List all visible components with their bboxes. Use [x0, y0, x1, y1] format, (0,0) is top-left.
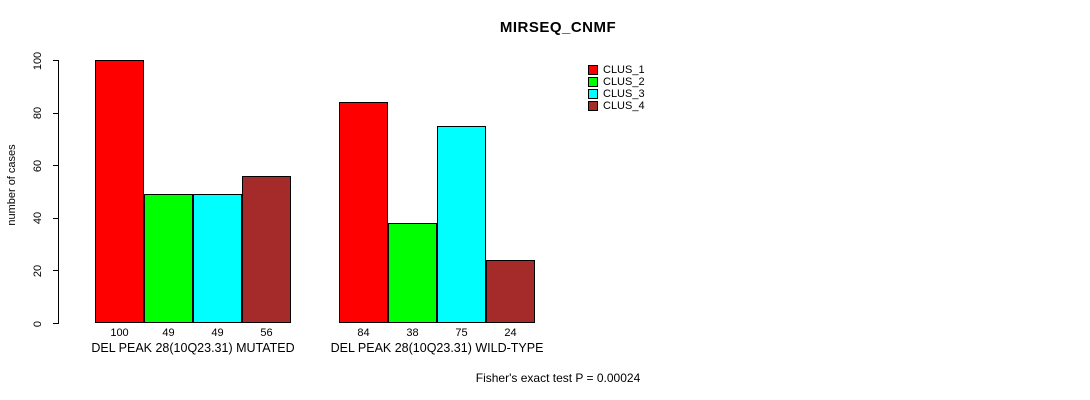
y-axis-label: number of cases [6, 144, 18, 226]
legend-item: CLUS_1 [588, 64, 645, 76]
y-axis-tick [53, 165, 58, 167]
bar-value-label: 56 [260, 327, 273, 339]
y-axis-tick-label: 0 [32, 320, 44, 327]
legend: CLUS_1 CLUS_2 CLUS_3 CLUS_4 [588, 64, 645, 112]
x-axis-group-label: DEL PEAK 28(10Q23.31) MUTATED [91, 341, 295, 355]
legend-label: CLUS_3 [603, 88, 645, 100]
legend-swatch-clus_1 [588, 65, 598, 75]
bar-clus_4 [486, 260, 535, 323]
bar-clus_1 [339, 102, 388, 323]
y-axis-tick-label: 40 [32, 212, 44, 225]
fisher-test-annotation: Fisher's exact test P = 0.00024 [475, 371, 641, 385]
bar-value-label: 49 [211, 327, 224, 339]
y-axis-tick [53, 217, 58, 219]
bar-value-label: 38 [406, 327, 419, 339]
legend-label: CLUS_4 [603, 100, 645, 112]
bar-value-label: 49 [162, 327, 175, 339]
y-axis-tick-label: 20 [32, 264, 44, 278]
bar-value-label: 75 [455, 327, 468, 339]
y-axis-tick [53, 270, 58, 272]
chart-title: MIRSEQ_CNMF [499, 19, 617, 36]
y-axis-tick [53, 323, 58, 324]
legend-item: CLUS_3 [588, 88, 645, 100]
legend-swatch-clus_2 [588, 77, 598, 87]
legend-swatch-clus_3 [588, 89, 598, 99]
bar-clus_2 [388, 223, 437, 323]
bar-clus_3 [437, 126, 486, 323]
legend-item: CLUS_4 [588, 100, 645, 112]
bar-clus_3 [193, 194, 242, 323]
y-axis-tick [53, 60, 58, 61]
y-axis-tick [53, 112, 58, 114]
bar-value-label: 100 [110, 327, 129, 339]
legend-label: CLUS_2 [603, 76, 645, 88]
bar-clus_2 [144, 194, 193, 323]
y-axis-tick-label: 80 [32, 106, 44, 120]
x-axis-group-label: DEL PEAK 28(10Q23.31) WILD-TYPE [330, 341, 544, 355]
y-axis-tick-label: 60 [32, 159, 44, 172]
bar-clus_4 [242, 176, 291, 323]
y-axis-tick-label: 100 [32, 51, 44, 70]
bar-value-label: 24 [504, 327, 517, 339]
bar-clus_1 [95, 60, 144, 323]
legend-label: CLUS_1 [603, 64, 645, 76]
legend-swatch-clus_4 [588, 101, 598, 111]
bar-value-label: 84 [357, 327, 370, 339]
legend-item: CLUS_2 [588, 76, 645, 88]
y-axis-line [58, 60, 59, 324]
